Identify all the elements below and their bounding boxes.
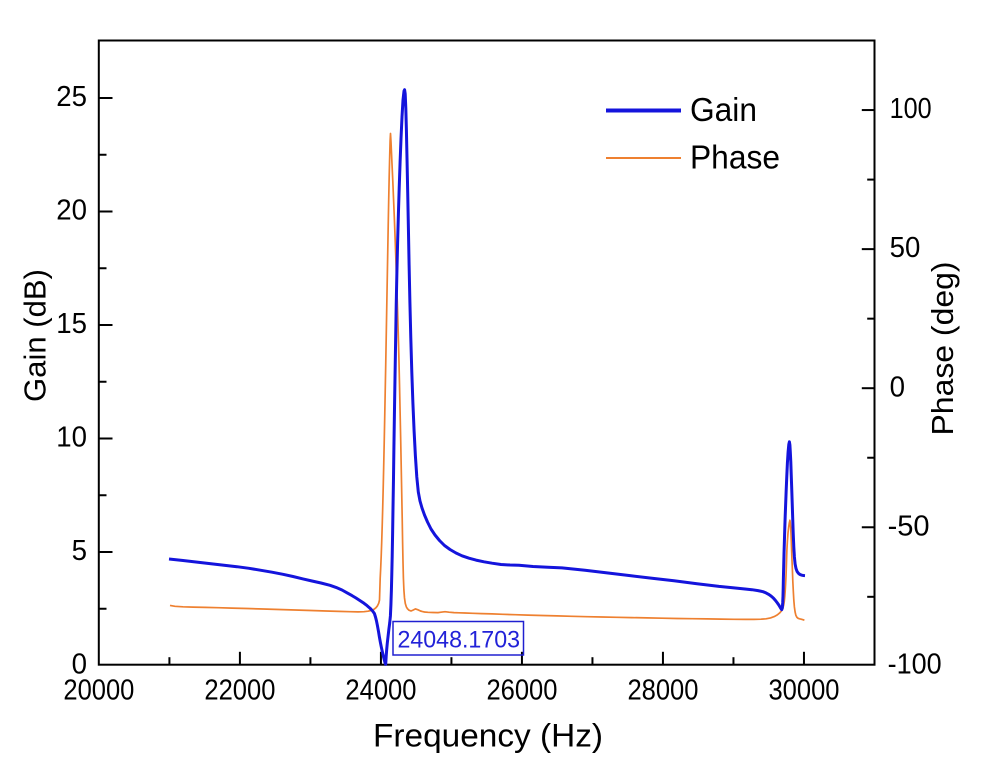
- svg-text:24048.1703: 24048.1703: [398, 626, 521, 653]
- svg-text:20: 20: [56, 195, 87, 227]
- svg-text:Phase (deg): Phase (deg): [925, 262, 960, 436]
- svg-text:Gain (dB): Gain (dB): [18, 269, 53, 402]
- svg-text:-50: -50: [888, 510, 930, 542]
- svg-text:25: 25: [56, 81, 87, 113]
- svg-text:100: 100: [890, 93, 932, 125]
- svg-text:-100: -100: [888, 649, 942, 681]
- svg-text:0: 0: [72, 649, 87, 681]
- svg-text:50: 50: [890, 232, 921, 264]
- svg-text:28000: 28000: [627, 674, 698, 706]
- svg-text:5: 5: [72, 535, 87, 567]
- svg-text:Phase: Phase: [690, 139, 780, 176]
- svg-text:26000: 26000: [486, 674, 557, 706]
- svg-text:22000: 22000: [204, 674, 275, 706]
- svg-text:30000: 30000: [768, 674, 839, 706]
- svg-text:20000: 20000: [63, 674, 134, 706]
- svg-text:Gain: Gain: [690, 91, 757, 128]
- svg-text:0: 0: [890, 371, 905, 403]
- svg-text:Frequency (Hz): Frequency (Hz): [373, 718, 603, 754]
- svg-text:10: 10: [56, 422, 87, 454]
- svg-text:15: 15: [56, 308, 87, 340]
- svg-text:24000: 24000: [345, 674, 416, 706]
